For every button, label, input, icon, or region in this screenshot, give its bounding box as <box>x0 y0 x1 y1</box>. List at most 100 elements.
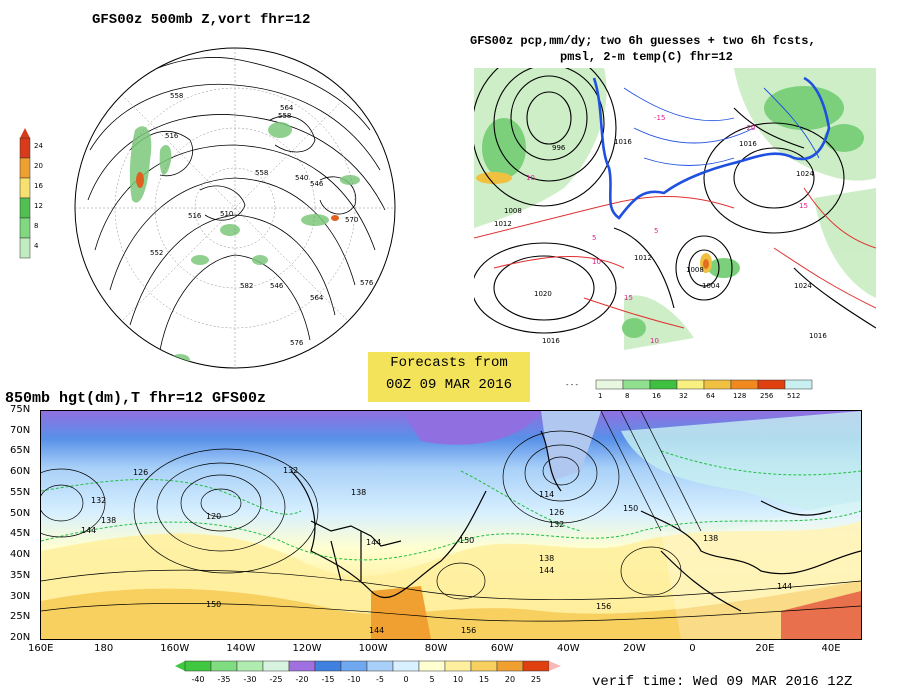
isobar-label: 1016 <box>614 138 632 146</box>
colorbar-label: -35 <box>217 675 230 684</box>
colorbar-swatch <box>496 660 524 672</box>
colorbar-dash: - - - <box>566 381 579 389</box>
isobar-label: 1016 <box>809 332 827 340</box>
isobar-label: 1012 <box>634 254 652 262</box>
lat-axis: 75N 70N 65N 60N 55N 50N 45N 40N 35N 30N 25N 20N <box>0 404 38 643</box>
colorbar-label: 8 <box>34 222 38 230</box>
contour-label: 558 <box>278 112 291 120</box>
height-label: 156 <box>461 626 476 635</box>
colorbar-swatch <box>19 157 31 179</box>
lon-label: 80W <box>424 643 448 654</box>
lon-label: 20W <box>623 643 646 654</box>
contour-label: 582 <box>240 282 253 290</box>
colorbar-label: 10 <box>453 675 463 684</box>
colorbar-label: 0 <box>403 675 408 684</box>
colorbar-label: -40 <box>191 675 204 684</box>
colorbar-label: 512 <box>787 392 800 400</box>
lat-label: 25N <box>10 611 31 623</box>
colorbar-swatch <box>649 379 678 390</box>
lon-label: 180 <box>94 643 114 654</box>
temp-label: 15 <box>799 202 808 210</box>
contour-label: 558 <box>170 92 183 100</box>
verif-time: verif time: Wed 09 MAR 2016 12Z <box>592 674 853 690</box>
lon-label: 40W <box>557 643 580 654</box>
contour-label: 510 <box>220 210 233 218</box>
colorbar-swatch <box>470 660 498 672</box>
contour-label: 546 <box>310 180 324 188</box>
temp-label: -15 <box>654 114 665 122</box>
colorbar-label: -25 <box>269 675 282 684</box>
forecast-init-box: Forecasts from 00Z 09 MAR 2016 <box>368 352 530 402</box>
panel-500mb-map: 558 558 516 516 510 564 558 540 546 552 … <box>70 30 400 380</box>
colorbar-label: 20 <box>34 162 43 170</box>
colorbar-swatch <box>19 217 31 239</box>
height-label: 144 <box>366 538 381 547</box>
lat-label: 20N <box>10 632 31 643</box>
temp-label: 10 <box>526 174 535 182</box>
colorbar-swatch <box>522 660 550 672</box>
colorbar-swatch <box>703 379 732 390</box>
colorbar-swatch <box>314 660 342 672</box>
colorbar-label: 8 <box>625 392 629 400</box>
colorbar-label: -30 <box>243 675 256 684</box>
colorbar-label: 12 <box>34 202 43 210</box>
colorbar-label: 16 <box>652 392 661 400</box>
colorbar-swatch <box>392 660 420 672</box>
isobar-label: 1004 <box>702 282 720 290</box>
lon-label: 20E <box>755 643 775 654</box>
contour-label: 564 <box>310 294 324 302</box>
colorbar-label: 25 <box>531 675 541 684</box>
isobar-label: 1008 <box>686 266 704 274</box>
colorbar-swatch <box>784 379 813 390</box>
lat-label: 50N <box>10 507 31 519</box>
colorbar-label: 128 <box>733 392 746 400</box>
panel-850mb-title: 850mb hgt(dm),T fhr=12 GFS00z <box>5 390 267 407</box>
height-label: 132 <box>549 520 564 529</box>
colorbar-label: 64 <box>706 392 715 400</box>
lon-label: 60W <box>490 643 514 654</box>
height-label: 114 <box>539 490 554 499</box>
height-label: 144 <box>539 566 554 575</box>
temp-label: 10 <box>650 337 659 345</box>
colorbar-label: 20 <box>505 675 515 684</box>
panel-850mb-map: 126 132 138 144 120 150 132 138 144 114 … <box>40 410 862 640</box>
height-label: 126 <box>133 468 148 477</box>
colorbar-swatch <box>288 660 316 672</box>
colorbar-swatch <box>210 660 238 672</box>
temp-label: 5 <box>592 234 596 242</box>
colorbar-swatch <box>622 379 651 390</box>
colorbar-swatch <box>595 379 624 390</box>
isobar-label: 1016 <box>739 140 757 148</box>
lat-label: 35N <box>10 569 31 581</box>
colorbar-label: 32 <box>679 392 688 400</box>
height-label: 156 <box>596 602 611 611</box>
colorbar-label: 5 <box>429 675 434 684</box>
height-label: 144 <box>369 626 384 635</box>
temp-label: 5 <box>654 227 658 235</box>
colorbar-swatch <box>444 660 472 672</box>
temp-label: 10 <box>592 258 601 266</box>
lon-label: 120W <box>292 643 322 654</box>
colorbar-label: -5 <box>376 675 384 684</box>
colorbar-swatch <box>757 379 786 390</box>
isobar-label: 1020 <box>534 290 552 298</box>
lon-label: 140W <box>226 643 256 654</box>
contour-label: 576 <box>290 339 304 347</box>
temp-label: 15 <box>624 294 633 302</box>
isobar-label: 1008 <box>504 207 522 215</box>
contour-label: 516 <box>165 132 179 140</box>
height-label: 138 <box>101 516 116 525</box>
colorbar-label: 15 <box>479 675 489 684</box>
colorbar-arrow <box>20 128 30 138</box>
forecast-box-line2: 00Z 09 MAR 2016 <box>385 377 513 393</box>
colorbar-swatch <box>19 177 31 199</box>
lon-axis: 160E 180 160W 140W 120W 100W 80W 60W 40W 20W 0 20E 4… <box>0 643 900 657</box>
lon-label: 160W <box>160 643 190 654</box>
lat-label: 75N <box>10 404 31 415</box>
lat-label: 65N <box>10 445 31 457</box>
height-label: 138 <box>351 488 366 497</box>
height-label: 132 <box>283 466 298 475</box>
lon-label: 0 <box>689 643 696 654</box>
lat-label: 55N <box>10 486 31 498</box>
temp-label: -20 <box>744 124 755 132</box>
